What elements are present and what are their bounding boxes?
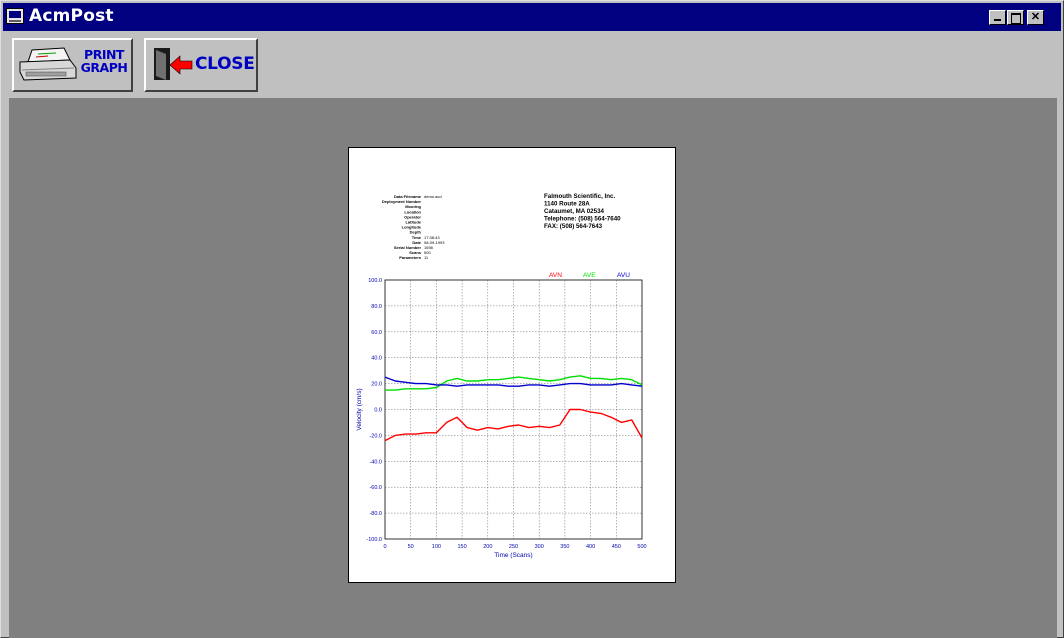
- y-tick-label: -20.0: [369, 433, 382, 439]
- minimize-button[interactable]: [989, 10, 1006, 25]
- x-tick-label: 400: [586, 544, 595, 550]
- window-title: AcmPost: [29, 6, 114, 26]
- preview-area: Data Filename demo.acd Deployment Number Mo…: [9, 98, 1057, 638]
- maximize-button[interactable]: [1007, 10, 1024, 25]
- company-line: 1140 Route 28A: [544, 201, 590, 208]
- header-field-value: demo.acd: [424, 194, 442, 199]
- x-tick-label: 100: [432, 544, 441, 550]
- exit-door-icon: [154, 48, 193, 80]
- x-tick-label: 150: [458, 544, 467, 550]
- header-field-label: Mooring: [405, 204, 421, 209]
- x-tick-label: 0: [383, 544, 386, 550]
- y-tick-label: 60.0: [371, 330, 382, 336]
- company-line: Cataumet, MA 02534: [544, 208, 605, 215]
- app-icon[interactable]: [6, 8, 24, 24]
- header-field-value: 500: [424, 250, 431, 255]
- y-tick-label: 40.0: [371, 356, 382, 362]
- header-field-label: Scans: [409, 250, 422, 255]
- header-field-value: 08-09-1993: [424, 240, 445, 245]
- maximize-icon: [1011, 13, 1021, 24]
- page-preview: Data Filename demo.acd Deployment Number Mo…: [348, 147, 676, 583]
- x-tick-label: 200: [483, 544, 492, 550]
- series-line-avu: [384, 376, 643, 387]
- title-bar[interactable]: AcmPost ✕: [3, 3, 1061, 31]
- y-tick-label: 100.0: [368, 278, 382, 284]
- y-tick-label: -60.0: [369, 485, 382, 491]
- x-tick-label: 50: [408, 544, 414, 550]
- x-tick-label: 250: [509, 544, 518, 550]
- toolbar: PRINT GRAPH CLOSE: [3, 32, 1061, 96]
- company-line: Telephone: (508) 564-7640: [544, 216, 621, 223]
- company-line: FAX: (508) 564-7643: [544, 223, 603, 230]
- x-axis-label: Time (Scans): [494, 552, 532, 559]
- close-icon: ✕: [1030, 11, 1041, 23]
- series-line-avn: [384, 408, 643, 442]
- legend-entry-avu: AVU: [617, 272, 630, 279]
- printer-icon: [19, 47, 77, 81]
- close-button[interactable]: CLOSE: [144, 38, 258, 92]
- company-line: Falmouth Scientific, Inc.: [544, 193, 615, 200]
- y-tick-label: 0.0: [374, 408, 382, 414]
- print-label-line1: PRINT: [84, 47, 124, 62]
- header-field-label: Parameters: [399, 255, 422, 260]
- y-tick-label: 80.0: [371, 304, 382, 310]
- header-field-label: Location: [404, 209, 421, 214]
- y-tick-label: -40.0: [369, 459, 382, 465]
- print-label-line2: GRAPH: [80, 60, 128, 75]
- header-field-label: Data Filename: [394, 194, 422, 199]
- header-field-label: Latitude: [405, 220, 421, 225]
- y-tick-label: -80.0: [369, 511, 382, 517]
- x-tick-label: 300: [535, 544, 544, 550]
- header-field-label: Serial Number: [394, 245, 422, 250]
- header-field-label: Longitude: [402, 225, 422, 230]
- y-tick-label: -100.0: [366, 537, 382, 543]
- header-field-value: 1698: [424, 245, 434, 250]
- series-line-ave: [385, 375, 643, 391]
- x-tick-label: 450: [612, 544, 621, 550]
- print-graph-button[interactable]: PRINT GRAPH: [12, 38, 133, 92]
- close-label: CLOSE: [195, 54, 255, 74]
- minimize-icon: [994, 19, 1001, 21]
- close-window-button[interactable]: ✕: [1027, 10, 1044, 25]
- y-axis-label: Velocity (cm/s): [356, 388, 363, 430]
- header-field-label: Depth: [410, 230, 422, 235]
- x-tick-label: 500: [637, 544, 646, 550]
- y-tick-label: 20.0: [371, 382, 382, 388]
- header-field-value: 11: [424, 255, 429, 260]
- legend-entry-avn: AVN: [549, 272, 562, 279]
- legend-entry-ave: AVE: [583, 272, 596, 279]
- header-field-label: Deployment Number: [382, 199, 422, 204]
- header-field-label: Time: [412, 235, 422, 240]
- header-field-label: Date: [412, 240, 421, 245]
- header-field-label: Operator: [404, 214, 421, 219]
- header-field-value: 17:38:43: [424, 235, 440, 240]
- x-tick-label: 350: [560, 544, 569, 550]
- print-graph-label: PRINT GRAPH: [78, 48, 130, 74]
